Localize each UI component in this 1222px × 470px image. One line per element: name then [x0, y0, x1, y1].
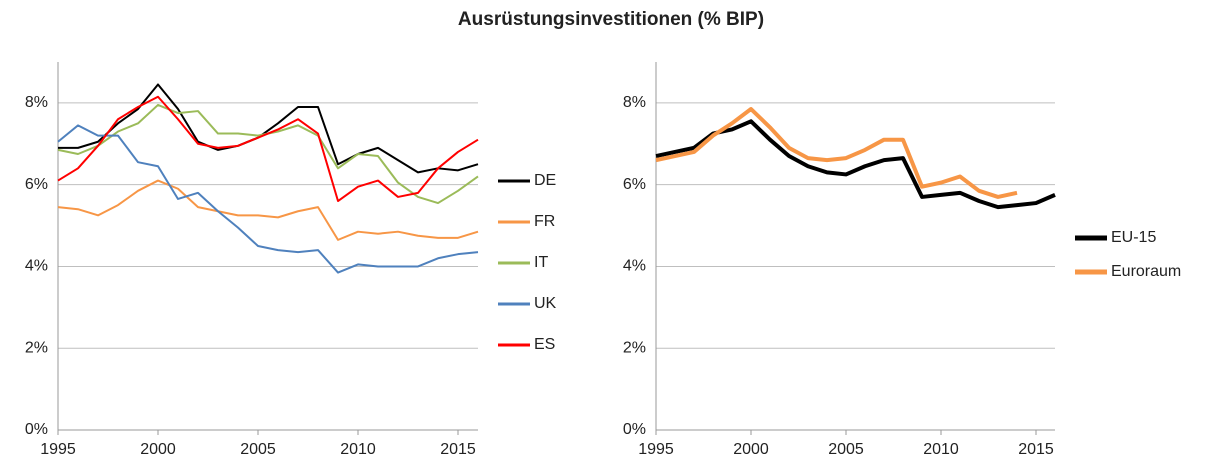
y-tick-label: 6% [25, 176, 48, 193]
x-tick-label: 2005 [828, 441, 864, 458]
x-tick-label: 1995 [40, 441, 76, 458]
line-series [57, 179, 479, 241]
line-series [58, 83, 479, 174]
line-series [655, 107, 1018, 199]
legend-label: FR [534, 213, 555, 230]
y-tick-label: 0% [623, 421, 646, 438]
x-tick-label: 2010 [923, 441, 959, 458]
line-series [57, 95, 479, 203]
legend-label: IT [534, 254, 548, 271]
y-tick-label: 8% [623, 94, 646, 111]
legend-label: EU-15 [1111, 229, 1156, 246]
x-tick-label: 2000 [140, 441, 176, 458]
line-series [57, 103, 479, 205]
x-tick-label: 1995 [638, 441, 674, 458]
chart-title: Ausrüstungsinvestitionen (% BIP) [458, 9, 764, 30]
legend-label: ES [534, 336, 555, 353]
y-tick-label: 0% [25, 421, 48, 438]
y-tick-label: 4% [623, 258, 646, 275]
x-tick-label: 2000 [733, 441, 769, 458]
legend-label: UK [534, 295, 557, 312]
legend-label: DE [534, 172, 556, 189]
line-series [57, 124, 479, 274]
x-tick-label: 2005 [240, 441, 276, 458]
y-tick-label: 8% [25, 94, 48, 111]
legend-label: Euroraum [1111, 263, 1181, 280]
x-tick-label: 2015 [1018, 441, 1054, 458]
y-tick-label: 2% [25, 339, 48, 356]
y-tick-label: 6% [623, 176, 646, 193]
y-tick-label: 4% [25, 258, 48, 275]
x-tick-label: 2010 [340, 441, 376, 458]
y-tick-label: 2% [623, 339, 646, 356]
x-tick-label: 2015 [440, 441, 476, 458]
